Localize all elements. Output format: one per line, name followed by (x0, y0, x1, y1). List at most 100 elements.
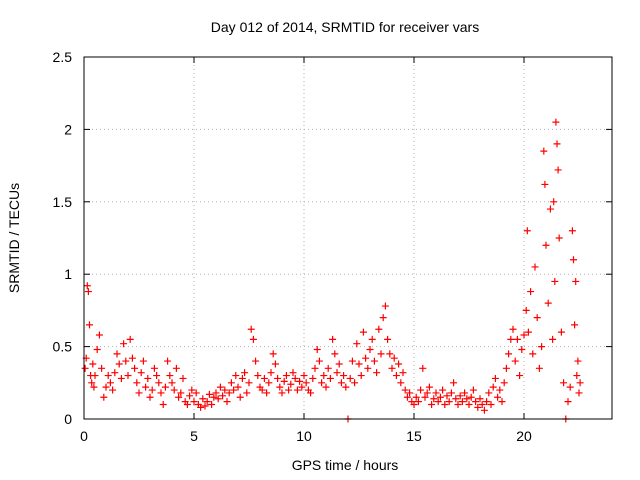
data-point (104, 372, 112, 380)
data-point (540, 147, 548, 155)
data-point (161, 383, 169, 391)
data-point (566, 383, 574, 391)
x-tick-label: 0 (80, 428, 88, 444)
data-point (469, 386, 477, 394)
data-point (166, 372, 174, 380)
data-point (115, 360, 123, 368)
data-point (500, 379, 508, 387)
axis-ticks (83, 56, 612, 420)
data-point (106, 379, 114, 387)
data-point (137, 369, 145, 377)
data-point (223, 398, 231, 406)
data-point (370, 357, 378, 365)
data-point (478, 401, 486, 409)
data-point (214, 395, 222, 403)
x-tick-label: 10 (296, 428, 312, 444)
data-point (98, 364, 106, 372)
data-point (570, 256, 577, 264)
data-point (573, 372, 581, 380)
data-point (201, 402, 209, 410)
data-point (120, 340, 128, 348)
data-point (153, 372, 161, 380)
data-point (550, 198, 558, 206)
data-point (432, 389, 440, 397)
data-point (434, 398, 442, 406)
data-point (447, 389, 455, 397)
data-point (300, 372, 308, 380)
data-point (522, 306, 530, 314)
data-point (436, 393, 444, 401)
data-point (476, 395, 484, 403)
data-point (197, 403, 205, 411)
data-point (267, 369, 275, 377)
x-axis-label: GPS time / hours (292, 457, 399, 473)
data-point (359, 328, 367, 336)
data-point (491, 374, 499, 382)
data-point (296, 377, 304, 385)
data-point (203, 398, 211, 406)
data-point (518, 345, 526, 353)
y-tick-label: 2 (64, 121, 72, 137)
data-point (142, 383, 150, 391)
data-point (364, 364, 372, 372)
y-tick-label: 0 (64, 411, 72, 427)
data-point (287, 380, 295, 388)
data-point (576, 379, 584, 387)
data-point (212, 389, 220, 397)
data-point (571, 321, 579, 329)
data-point (263, 389, 271, 397)
data-point (335, 360, 343, 368)
data-point (461, 389, 469, 397)
data-point (88, 379, 96, 387)
data-point (381, 302, 389, 310)
data-point (333, 369, 341, 377)
data-point (188, 386, 196, 394)
data-point (494, 393, 502, 401)
data-point (574, 357, 582, 365)
data-point (428, 401, 436, 409)
data-point (254, 372, 262, 380)
y-axis-label: SRMTID / TECUs (6, 183, 22, 293)
data-point (84, 288, 92, 296)
data-point (245, 379, 253, 387)
data-point (186, 392, 194, 400)
data-point (472, 398, 480, 406)
data-point (274, 374, 282, 382)
plot-frame (83, 56, 613, 420)
data-point (291, 374, 299, 382)
data-point (516, 372, 524, 380)
data-point (205, 390, 213, 398)
data-point (122, 357, 130, 365)
data-point (86, 321, 93, 329)
data-point (322, 383, 330, 391)
data-point (260, 374, 268, 382)
data-point (465, 401, 473, 409)
data-point (513, 335, 521, 343)
data-point (282, 372, 290, 380)
data-point (379, 314, 387, 322)
data-point (454, 401, 462, 409)
data-point (555, 234, 563, 242)
data-point (241, 369, 249, 377)
data-point (553, 140, 561, 148)
data-point (384, 335, 392, 343)
data-point (172, 364, 180, 372)
data-point (340, 372, 348, 380)
data-point (355, 360, 363, 368)
data-point (386, 350, 394, 358)
data-point (219, 392, 227, 400)
data-point (430, 395, 438, 403)
data-point (280, 377, 288, 385)
data-point (520, 331, 528, 339)
data-point (546, 205, 554, 213)
data-point (293, 386, 301, 394)
data-point (549, 335, 557, 343)
data-point (238, 374, 246, 382)
data-point (124, 372, 132, 380)
data-point (192, 389, 200, 397)
data-point (258, 386, 266, 394)
data-point (148, 386, 156, 394)
data-point (236, 393, 244, 401)
data-point (150, 364, 158, 372)
data-point (157, 389, 165, 397)
